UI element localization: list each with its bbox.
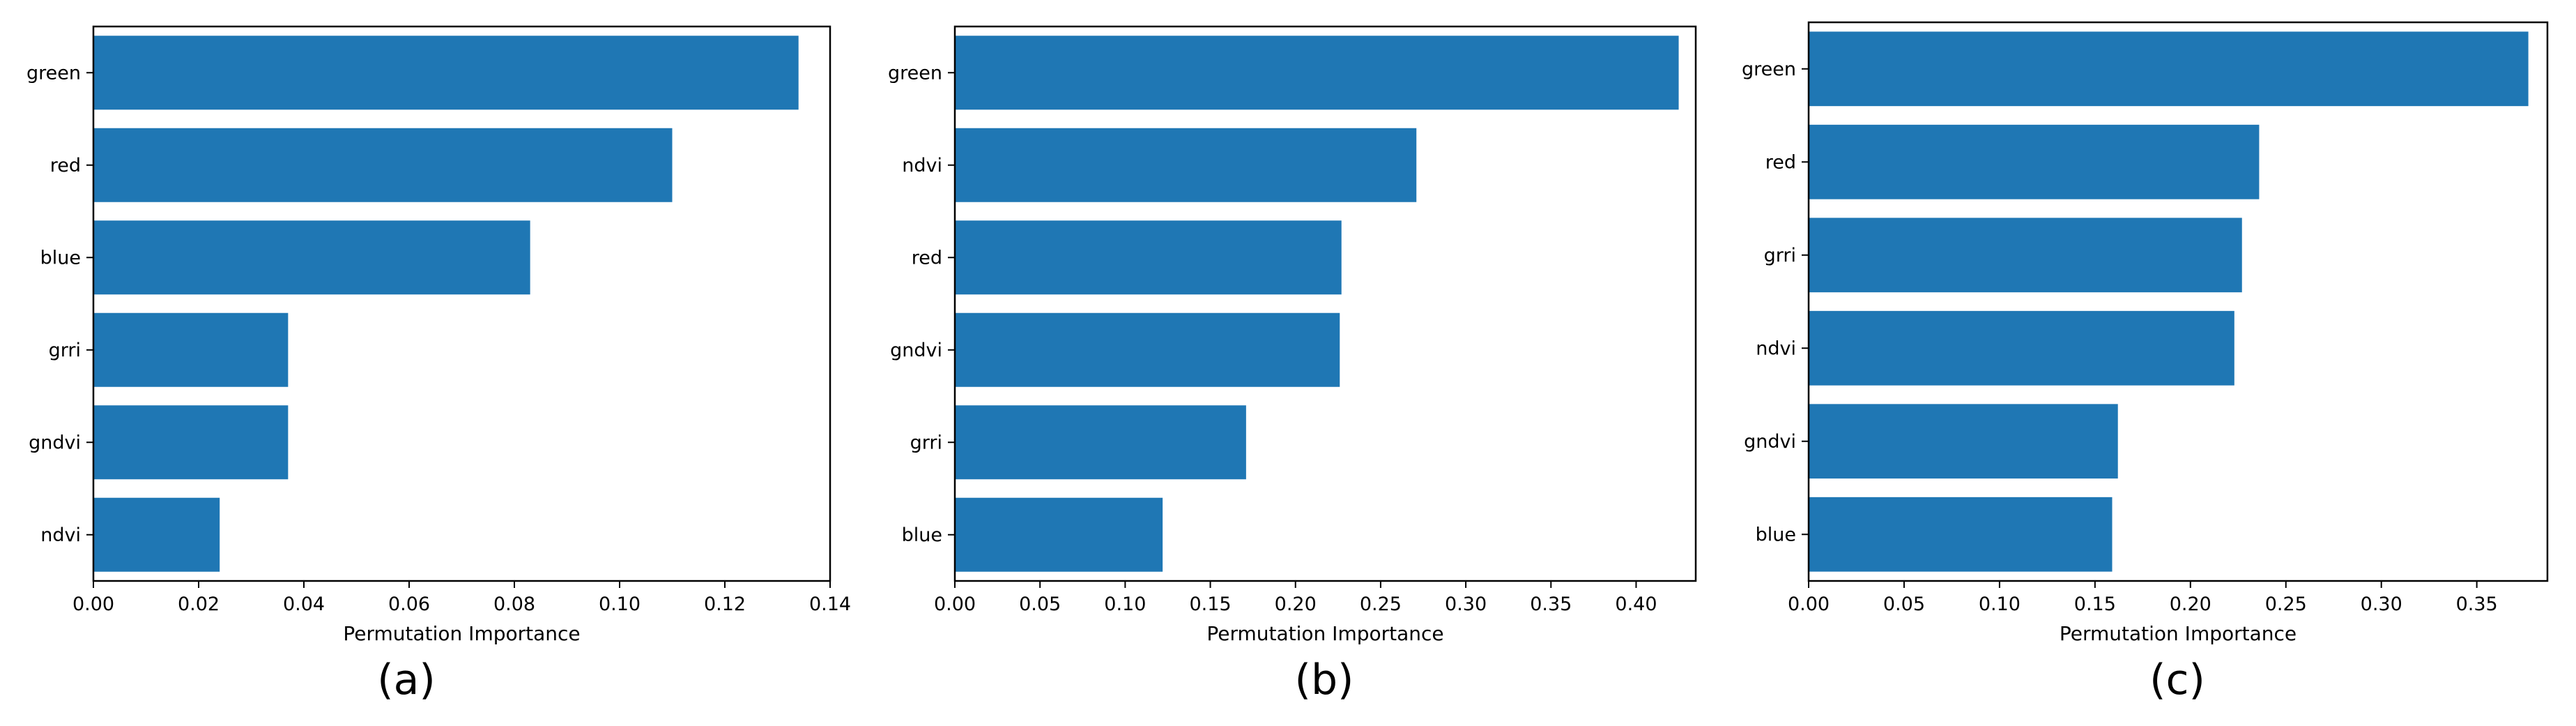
x-axis-label: Permutation Importance: [2060, 622, 2297, 645]
bar-grri: [955, 405, 1246, 480]
chart-svg: green red blue grri gndvi ndvi 0.00 0.02 0.04 0.0…: [26, 25, 851, 704]
x-tick-label: 0.02: [178, 593, 220, 615]
x-tick-label: 0.00: [1788, 593, 1830, 615]
y-tick-label: red: [50, 155, 81, 176]
bar-grri: [93, 312, 289, 387]
bar-gndvi: [955, 312, 1340, 387]
x-tick-label: 0.08: [493, 593, 535, 615]
x-axis-label: Permutation Importance: [343, 622, 580, 645]
bar-ndvi: [93, 497, 220, 572]
y-tick-label: green: [888, 62, 942, 84]
x-tick-label: 0.10: [1104, 593, 1146, 615]
x-tick-label: 0.40: [1615, 593, 1657, 615]
bar-ndvi: [1809, 310, 2234, 386]
y-tick-label: red: [1765, 151, 1796, 173]
x-tick-label: 0.00: [934, 593, 976, 615]
bar-green: [93, 36, 799, 110]
x-tick-label: 0.14: [809, 593, 851, 615]
bar-green: [955, 36, 1679, 110]
y-tick-label: ndvi: [902, 155, 942, 176]
x-tick-label: 0.05: [1883, 593, 1925, 615]
y-tick-label: blue: [1756, 524, 1796, 545]
x-tick-label: 0.00: [72, 593, 114, 615]
y-tick-label: green: [1742, 59, 1796, 80]
x-tick-label: 0.10: [1979, 593, 2021, 615]
bar-gndvi: [93, 405, 289, 480]
bar-blue: [93, 220, 530, 295]
bar-green: [1809, 31, 2529, 107]
chart-svg: green ndvi red gndvi grri blue 0.00 0.05 0.10 0.1…: [888, 25, 1697, 704]
plot-frame: [953, 25, 1697, 582]
x-tick-label: 0.05: [1019, 593, 1061, 615]
chart-panel-b: green ndvi red gndvi grri blue 0.00 0.05 0.10 0.1…: [859, 0, 1717, 726]
chart-panel-c: green red grri ndvi gndvi blue 0.00 0.05 0.10 0.1…: [1717, 0, 2576, 726]
y-tick-label: blue: [902, 524, 942, 546]
x-tick-label: 0.20: [2170, 593, 2211, 615]
bar-red: [93, 128, 673, 202]
x-tick-label: 0.12: [704, 593, 746, 615]
bar-red: [1809, 124, 2260, 199]
bar-red: [955, 220, 1342, 295]
x-tick-label: 0.06: [388, 593, 430, 615]
x-tick-label: 0.30: [1445, 593, 1487, 615]
plot-frame: [1807, 21, 2549, 582]
x-tick-label: 0.10: [599, 593, 641, 615]
chart-panel-a: green red blue grri gndvi ndvi 0.00 0.02 0.04 0.0…: [0, 0, 859, 726]
x-tick-label: 0.15: [2074, 593, 2116, 615]
plot-frame: [92, 25, 831, 582]
x-tick-label: 0.35: [1530, 593, 1572, 615]
x-tick-label: 0.35: [2456, 593, 2498, 615]
chart-svg: green red grri ndvi gndvi blue 0.00 0.05 0.10 0.1…: [1742, 21, 2549, 704]
x-tick-label: 0.30: [2361, 593, 2402, 615]
y-tick-label: gndvi: [1744, 431, 1796, 453]
bar-blue: [1809, 497, 2113, 572]
panel-caption: (a): [377, 656, 436, 704]
bar-blue: [955, 497, 1163, 572]
y-tick-label: ndvi: [1756, 338, 1796, 359]
bar-grri: [1809, 218, 2242, 293]
x-axis-label: Permutation Importance: [1206, 622, 1443, 645]
y-tick-label: grri: [910, 432, 942, 453]
x-tick-label: 0.25: [1360, 593, 1402, 615]
y-tick-label: grri: [49, 340, 81, 361]
y-tick-label: gndvi: [29, 432, 81, 453]
bar-ndvi: [955, 128, 1417, 202]
x-tick-label: 0.04: [283, 593, 325, 615]
y-tick-label: red: [912, 247, 942, 269]
x-tick-label: 0.25: [2265, 593, 2307, 615]
y-tick-label: grri: [1764, 245, 1796, 266]
x-tick-label: 0.15: [1189, 593, 1231, 615]
y-tick-label: gndvi: [890, 340, 942, 361]
y-tick-label: blue: [40, 247, 81, 269]
panel-caption: (c): [2149, 656, 2205, 704]
panel-caption: (b): [1295, 656, 1354, 704]
bar-gndvi: [1809, 404, 2118, 479]
y-tick-label: green: [26, 62, 81, 84]
y-tick-label: ndvi: [40, 524, 81, 546]
x-tick-label: 0.20: [1275, 593, 1317, 615]
